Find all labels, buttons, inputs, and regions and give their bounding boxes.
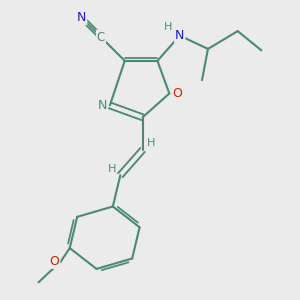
Text: N: N — [175, 29, 184, 42]
Text: O: O — [172, 87, 182, 100]
Text: N: N — [98, 99, 107, 112]
Text: N: N — [77, 11, 86, 24]
Text: H: H — [164, 22, 172, 32]
Text: O: O — [50, 255, 59, 268]
Text: H: H — [108, 164, 116, 174]
Text: H: H — [147, 139, 155, 148]
Text: C: C — [97, 31, 105, 44]
